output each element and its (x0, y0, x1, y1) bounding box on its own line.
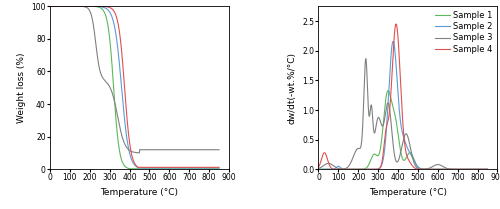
Sample 3 (463, 168, 469, 171)
Sample 4 (463, 168, 469, 171)
Sample 3 (345, 166, 351, 168)
Y-axis label: Weight loss (%): Weight loss (%) (17, 52, 26, 123)
Line: Sample 4: Sample 4 (318, 24, 488, 169)
Sample 1 (345, 168, 351, 171)
Line: Sample 1: Sample 1 (318, 91, 488, 169)
Sample 1 (388, 96, 394, 99)
Sample 1 (484, 168, 490, 171)
Sample 1 (463, 168, 469, 171)
Line: Sample 3: Sample 3 (318, 59, 488, 169)
X-axis label: Temperature (°C): Temperature (°C) (369, 188, 447, 197)
Line: Sample 2: Sample 2 (318, 41, 488, 169)
Sample 1 (316, 168, 322, 171)
Sample 1 (380, 122, 386, 124)
Sample 4 (484, 168, 490, 171)
Legend: Sample 1, Sample 2, Sample 3, Sample 4: Sample 1, Sample 2, Sample 3, Sample 4 (434, 10, 494, 54)
X-axis label: Temperature (°C): Temperature (°C) (100, 188, 178, 197)
Sample 3 (388, 118, 394, 120)
Sample 4 (316, 166, 322, 168)
Sample 1 (335, 168, 341, 171)
Sample 3 (335, 167, 341, 169)
Sample 4 (393, 23, 399, 25)
Sample 2 (380, 157, 386, 160)
Sample 2 (463, 168, 469, 171)
Sample 3 (482, 168, 488, 171)
Sample 1 (385, 89, 391, 92)
Sample 2 (316, 168, 322, 171)
Sample 3 (380, 123, 386, 126)
Sample 4 (482, 168, 488, 171)
Sample 3 (363, 57, 369, 60)
Sample 2 (335, 165, 341, 168)
Y-axis label: dw/dt(-wt.%/°C): dw/dt(-wt.%/°C) (288, 52, 296, 124)
Sample 2 (388, 59, 394, 61)
Sample 2 (345, 168, 351, 171)
Sample 3 (316, 167, 322, 170)
Sample 4 (388, 96, 394, 98)
Sample 1 (482, 168, 488, 171)
Sample 4 (345, 168, 351, 171)
Sample 2 (390, 40, 396, 43)
Sample 3 (484, 168, 490, 171)
Sample 2 (482, 168, 488, 171)
Sample 4 (380, 151, 386, 154)
Sample 4 (335, 168, 341, 171)
Sample 2 (484, 168, 490, 171)
